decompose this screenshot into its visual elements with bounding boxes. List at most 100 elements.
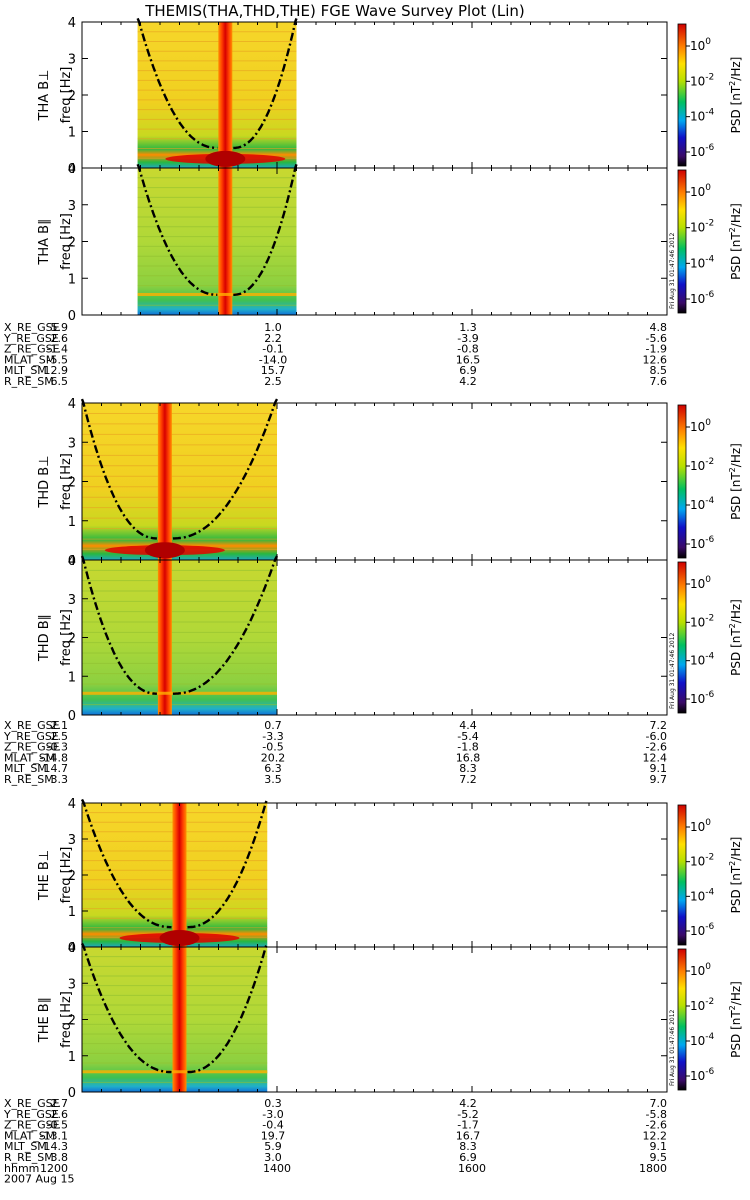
ephemeris-value: 2.7 bbox=[51, 1097, 69, 1110]
colorbar-tick-label: 10-4 bbox=[690, 652, 715, 668]
x-tick-label: 1400 bbox=[263, 1162, 291, 1175]
lowfreq-band bbox=[82, 1070, 268, 1074]
colorbar-tick-label: 10-4 bbox=[690, 887, 715, 903]
y-tick-label: 4 bbox=[68, 797, 76, 812]
gyro-curve bbox=[80, 555, 157, 695]
ephemeris-value: -0.5 bbox=[262, 741, 283, 754]
ephemeris-value: 3.3 bbox=[51, 773, 69, 786]
ephemeris-name: MLAT_SM bbox=[4, 353, 55, 366]
ephemeris-value: 6.3 bbox=[264, 762, 282, 775]
y-tick-label: 3 bbox=[68, 977, 76, 992]
y-tick-label: 3 bbox=[68, 53, 76, 68]
ephemeris-value: -0.3 bbox=[47, 741, 68, 754]
y-axis-label: freq [Hz] bbox=[59, 991, 74, 1048]
ephemeris-name: Y_RE_GSE bbox=[3, 332, 59, 345]
y-tick-label: 4 bbox=[68, 162, 76, 177]
ephemeris-name: X_RE_GSE bbox=[4, 1097, 60, 1110]
colorbar-tick-label: 10-6 bbox=[690, 1067, 715, 1083]
ephemeris-value: 8.3 bbox=[459, 762, 477, 775]
y-axis-label: freq [Hz] bbox=[59, 609, 74, 666]
lowfreq-core bbox=[144, 542, 185, 559]
ephemeris-value: 6.9 bbox=[459, 1151, 477, 1164]
ephemeris-value: 1.0 bbox=[264, 321, 282, 334]
gyro-curve bbox=[80, 798, 172, 929]
ephemeris-value: 12.6 bbox=[643, 353, 668, 366]
colorbar-tick-label: 10-4 bbox=[690, 108, 715, 124]
colorbar-tick-label: 10-6 bbox=[690, 535, 715, 551]
spectrogram-panel bbox=[136, 17, 298, 168]
colorbar bbox=[677, 169, 687, 314]
ephemeris-value: 9.7 bbox=[650, 773, 668, 786]
gyro-curve bbox=[233, 163, 298, 296]
y-tick-label: 3 bbox=[68, 199, 76, 214]
y-tick-label: 4 bbox=[68, 554, 76, 569]
colorbar-tick-label: 10-2 bbox=[690, 613, 714, 629]
y-tick-label: 1 bbox=[68, 126, 76, 141]
gyro-curve bbox=[172, 555, 279, 695]
colorbar-tick-label: 10-2 bbox=[690, 457, 714, 473]
y-axis-label: freq [Hz] bbox=[59, 213, 74, 270]
ephemeris-value: 4.2 bbox=[459, 375, 477, 388]
colorbar-tick-label: 100 bbox=[690, 183, 711, 199]
colorbar-tick-label: 100 bbox=[690, 418, 711, 434]
ephemeris-value: 2.6 bbox=[51, 1108, 69, 1121]
gyro-curve bbox=[80, 942, 172, 1074]
ephemeris-value: 0.3 bbox=[264, 1097, 282, 1110]
colorbar bbox=[677, 561, 687, 714]
ephemeris-name: MLAT_SM bbox=[4, 751, 55, 764]
ephemeris-value: 1.3 bbox=[459, 321, 477, 334]
spectrogram-panel bbox=[80, 555, 279, 715]
colorbar-tick-label: 10-6 bbox=[690, 922, 715, 938]
colorbar-tick-label: 10-4 bbox=[690, 1032, 715, 1048]
ephemeris-value: -1.8 bbox=[457, 741, 478, 754]
y-tick-label: 2 bbox=[68, 869, 76, 884]
y-tick-label: 3 bbox=[68, 833, 76, 848]
colorbar bbox=[677, 404, 687, 559]
ephemeris-value: 2.5 bbox=[264, 375, 282, 388]
colorbar-tick-label: 100 bbox=[690, 37, 711, 53]
ephemeris-value: 3.5 bbox=[264, 773, 282, 786]
ephemeris-name: R_RE_SM bbox=[4, 1151, 54, 1164]
colorbar-tick-label: 10-2 bbox=[690, 72, 714, 88]
ephemeris-value: 9.5 bbox=[650, 1151, 668, 1164]
colorbar bbox=[677, 804, 687, 946]
y-tick-label: 1 bbox=[68, 905, 76, 920]
panel-label: THE B⊥ bbox=[37, 850, 52, 901]
colorbar-tick-label: 10-2 bbox=[690, 997, 714, 1013]
ephemeris-value: 7.0 bbox=[650, 1097, 668, 1110]
ephemeris-value: 19.7 bbox=[261, 1129, 286, 1142]
ephemeris-value: 9.1 bbox=[650, 1140, 668, 1153]
ephemeris-value: 2.5 bbox=[51, 730, 69, 743]
y-tick-label: 2 bbox=[68, 476, 76, 491]
ephemeris-name: X_RE_GSE bbox=[4, 719, 60, 732]
ephemeris-value: 12.4 bbox=[643, 751, 668, 764]
date-label: 2007 Aug 15 bbox=[4, 1173, 74, 1186]
colorbar-tick-label: 100 bbox=[690, 962, 711, 978]
ephemeris-name: MLT_SM bbox=[4, 364, 47, 377]
ephemeris-value: 9.1 bbox=[650, 762, 668, 775]
ephemeris-value: 5.9 bbox=[51, 321, 69, 334]
ephemeris-value: 14.7 bbox=[44, 762, 69, 775]
ephemeris-name: R_RE_SM bbox=[4, 773, 54, 786]
y-tick-label: 3 bbox=[68, 593, 76, 608]
y-tick-label: 3 bbox=[68, 436, 76, 451]
ephemeris-value: -5.4 bbox=[457, 730, 478, 743]
y-tick-label: 2 bbox=[68, 1014, 76, 1029]
y-tick-label: 2 bbox=[68, 236, 76, 251]
ephemeris-value: 4.2 bbox=[459, 1097, 477, 1110]
panel-label: THA B⊥ bbox=[37, 70, 52, 122]
colorbar-tick-label: 10-4 bbox=[690, 496, 715, 512]
ephemeris-name: Z_RE_GSE bbox=[4, 741, 60, 754]
colorbar-tick-label: 10-6 bbox=[690, 143, 715, 159]
ephemeris-name: Y_RE_GSE bbox=[3, 1108, 59, 1121]
ephemeris-value: 12.2 bbox=[643, 1129, 668, 1142]
wave-burst-stripe bbox=[172, 947, 187, 1092]
y-tick-label: 2 bbox=[68, 632, 76, 647]
colorbar-tick-label: 100 bbox=[690, 818, 711, 834]
y-tick-label: 0 bbox=[68, 941, 76, 956]
y-tick-label: 0 bbox=[68, 554, 76, 569]
y-tick-label: 1 bbox=[68, 272, 76, 287]
ephemeris-value: 6.5 bbox=[51, 375, 69, 388]
lowfreq-core bbox=[205, 150, 246, 167]
ephemeris-name: Y_RE_GSE bbox=[3, 730, 59, 743]
